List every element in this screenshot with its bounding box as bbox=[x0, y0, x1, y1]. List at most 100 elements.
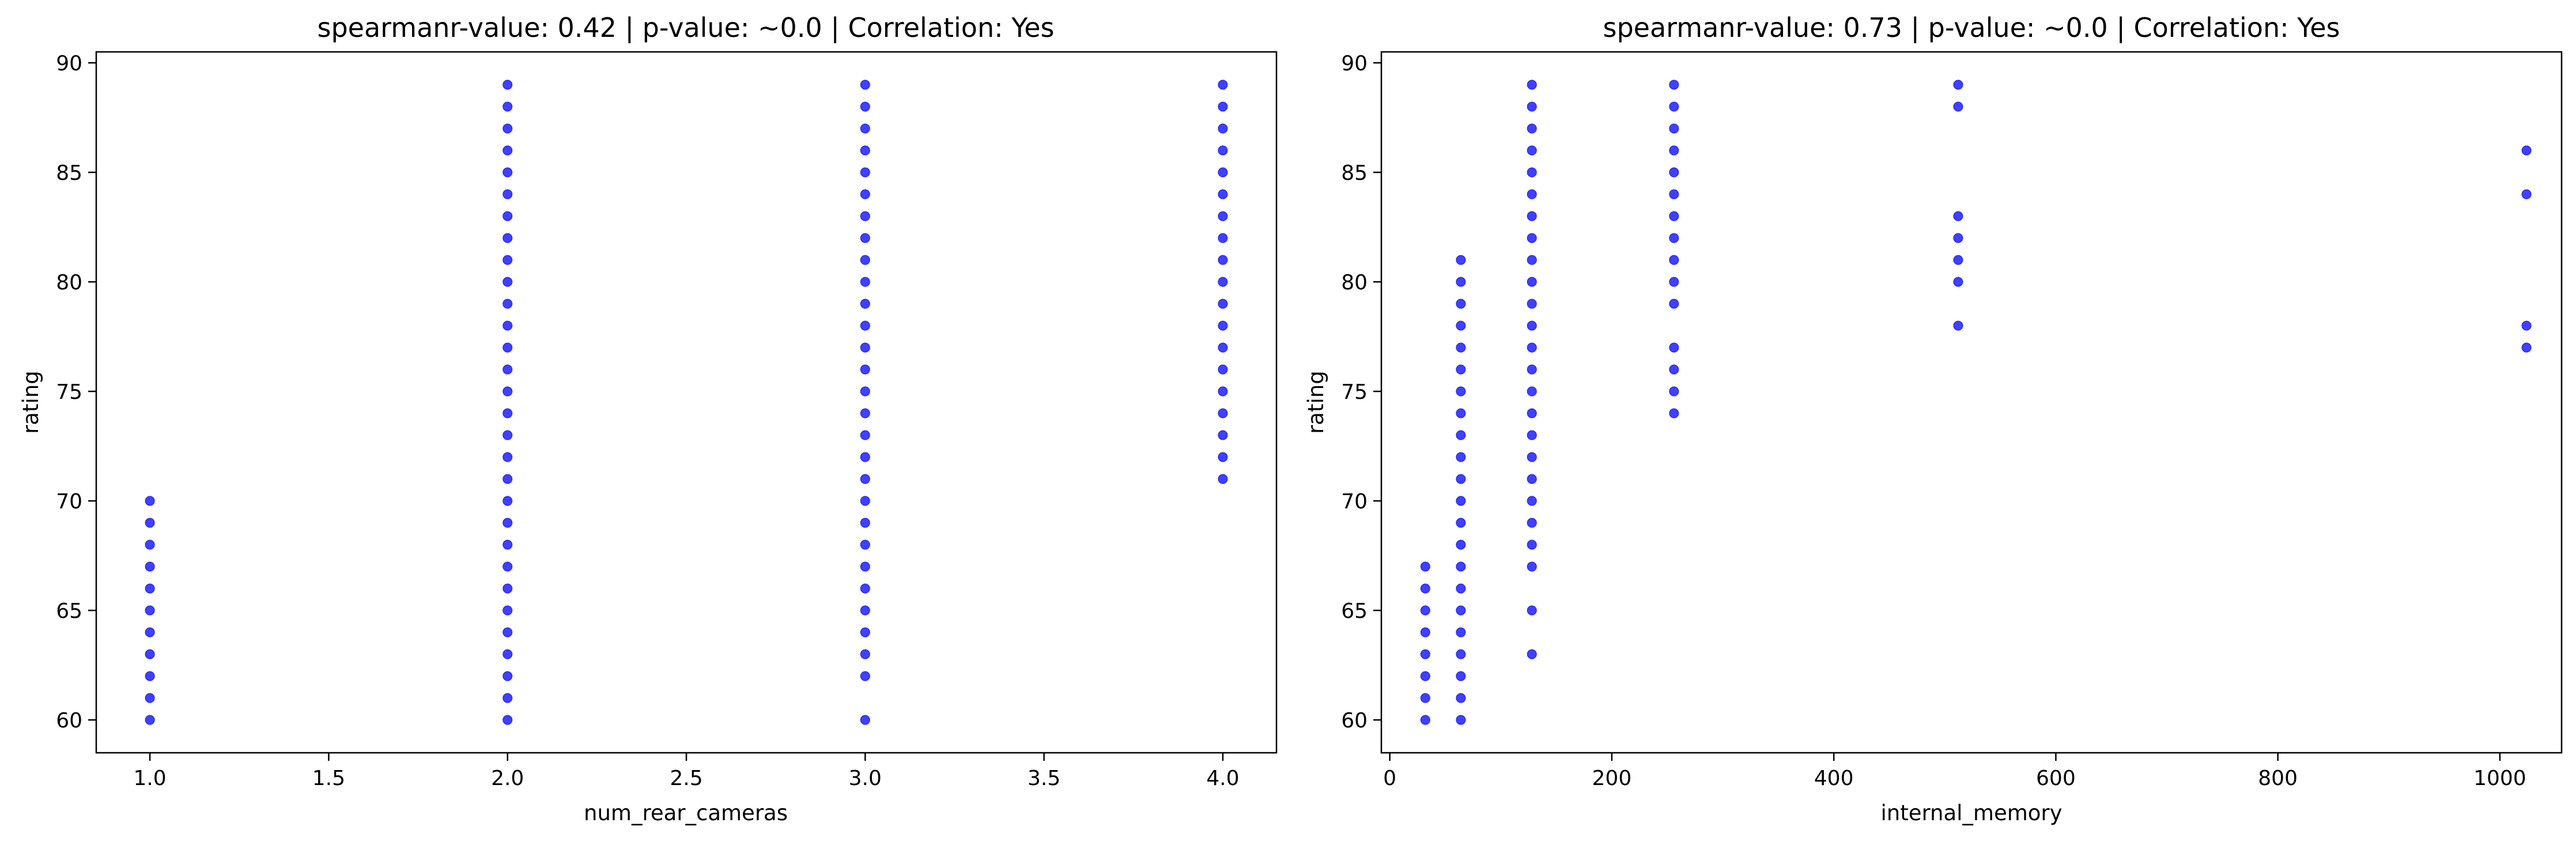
scatter-point-1-25 bbox=[503, 167, 513, 178]
scatter-point-2-6 bbox=[1527, 474, 1537, 484]
right-chart-title: spearmanr-value: 0.73 | p-value: ~0.0 | … bbox=[1603, 12, 2340, 44]
scatter-point-2-7 bbox=[860, 540, 870, 550]
scatter-point-3-12 bbox=[1218, 211, 1228, 221]
scatter-point-1-21 bbox=[503, 255, 513, 265]
left-plot-marks bbox=[145, 80, 1228, 725]
x-tick-label-4: 3.0 bbox=[849, 767, 882, 790]
right-plot-frame bbox=[1380, 51, 2563, 754]
scatter-point-3-8 bbox=[1218, 299, 1228, 309]
scatter-point-2-19 bbox=[860, 277, 870, 287]
left-y-axis: 60 65 70 75 80 85 90 bbox=[56, 52, 96, 733]
scatter-point-2-14 bbox=[1527, 299, 1537, 309]
scatter-point-1-5 bbox=[1456, 605, 1466, 616]
scatter-point-3-1 bbox=[1218, 452, 1228, 462]
scatter-point-1-18 bbox=[1456, 320, 1466, 331]
scatter-point-0-6 bbox=[1420, 583, 1430, 594]
scatter-point-1-12 bbox=[1456, 452, 1466, 462]
scatter-point-2-12 bbox=[860, 430, 870, 440]
scatter-point-4-2 bbox=[1953, 255, 1963, 265]
scatter-point-3-4 bbox=[1669, 299, 1679, 309]
right-y-axis: 60 65 70 75 80 85 90 bbox=[1341, 52, 1381, 733]
scatter-point-1-3 bbox=[503, 649, 513, 659]
scatter-point-1-13 bbox=[1456, 430, 1466, 440]
scatter-point-2-10 bbox=[1527, 386, 1537, 397]
scatter-point-1-28 bbox=[503, 101, 513, 112]
scatter-point-2-7 bbox=[1527, 452, 1537, 462]
scatter-point-3-14 bbox=[1669, 80, 1679, 90]
scatter-point-2-3 bbox=[860, 627, 870, 637]
scatter-point-1-16 bbox=[1456, 364, 1466, 375]
scatter-point-3-11 bbox=[1218, 233, 1228, 243]
scatter-point-2-25 bbox=[860, 145, 870, 156]
scatter-point-1-7 bbox=[1456, 561, 1466, 572]
y-tick-label-6: 90 bbox=[56, 52, 82, 76]
left-x-axis: 1.0 1.5 2.0 2.5 3.0 3.5 4.0 bbox=[133, 753, 1240, 790]
scatter-point-2-23 bbox=[1527, 101, 1537, 112]
scatter-point-3-17 bbox=[1218, 101, 1228, 112]
scatter-point-5-1 bbox=[2521, 320, 2532, 331]
scatter-point-3-2 bbox=[1669, 364, 1679, 375]
scatter-point-1-11 bbox=[503, 474, 513, 484]
y-tick-label-2: 70 bbox=[56, 490, 82, 514]
x-tick-label-2: 400 bbox=[1814, 767, 1854, 790]
scatter-point-4-5 bbox=[1953, 101, 1963, 112]
scatter-point-1-23 bbox=[503, 211, 513, 221]
y-tick-label-5: 85 bbox=[1341, 161, 1368, 185]
scatter-point-3-3 bbox=[1669, 342, 1679, 353]
scatter-point-0-0 bbox=[1420, 715, 1430, 725]
scatter-point-3-7 bbox=[1218, 320, 1228, 331]
scatter-point-3-9 bbox=[1669, 189, 1679, 199]
right-y-axis-label: rating bbox=[1304, 371, 1328, 434]
scatter-point-1-15 bbox=[1456, 386, 1466, 397]
x-tick-label-2: 2.0 bbox=[491, 767, 524, 790]
scatter-point-1-17 bbox=[1456, 342, 1466, 353]
scatter-point-1-19 bbox=[1456, 299, 1466, 309]
scatter-point-0-1 bbox=[1420, 693, 1430, 703]
scatter-point-3-0 bbox=[1669, 408, 1679, 418]
scatter-point-1-22 bbox=[503, 233, 513, 243]
scatter-point-1-7 bbox=[503, 561, 513, 572]
scatter-point-3-5 bbox=[1218, 364, 1228, 375]
scatter-point-3-16 bbox=[1218, 123, 1228, 134]
y-tick-label-0: 60 bbox=[56, 709, 82, 733]
scatter-point-0-7 bbox=[1420, 561, 1430, 572]
scatter-point-4-4 bbox=[1953, 211, 1963, 221]
scatter-point-1-10 bbox=[1456, 496, 1466, 506]
scatter-point-0-5 bbox=[145, 605, 155, 616]
scatter-point-2-8 bbox=[860, 518, 870, 528]
scatter-point-2-12 bbox=[1527, 342, 1537, 353]
scatter-point-0-2 bbox=[1420, 671, 1430, 681]
scatter-point-3-2 bbox=[1218, 430, 1228, 440]
scatter-point-4-0 bbox=[1953, 320, 1963, 331]
x-tick-label-0: 1.0 bbox=[133, 767, 166, 790]
scatter-point-2-8 bbox=[1527, 430, 1537, 440]
scatter-point-3-13 bbox=[1669, 101, 1679, 112]
x-tick-label-0: 0 bbox=[1383, 767, 1396, 790]
scatter-point-3-6 bbox=[1218, 342, 1228, 353]
scatter-point-1-16 bbox=[503, 364, 513, 375]
scatter-point-1-21 bbox=[1456, 255, 1466, 265]
left-chart-title: spearmanr-value: 0.42 | p-value: ~0.0 | … bbox=[318, 12, 1055, 44]
scatter-point-0-8 bbox=[145, 540, 155, 550]
scatter-point-2-15 bbox=[1527, 277, 1537, 287]
scatter-point-2-11 bbox=[860, 452, 870, 462]
scatter-point-2-5 bbox=[1527, 496, 1537, 506]
scatter-point-2-4 bbox=[860, 605, 870, 616]
scatter-point-1-26 bbox=[503, 145, 513, 156]
scatter-point-0-4 bbox=[145, 627, 155, 637]
left-scatter-plot: spearmanr-value: 0.42 | p-value: ~0.0 | … bbox=[18, 12, 1278, 825]
scatter-point-2-0 bbox=[1527, 649, 1537, 659]
scatter-point-1-12 bbox=[503, 452, 513, 462]
y-tick-label-2: 70 bbox=[1341, 490, 1368, 514]
scatter-point-2-24 bbox=[860, 167, 870, 178]
scatter-point-3-11 bbox=[1669, 145, 1679, 156]
scatter-point-0-9 bbox=[145, 518, 155, 528]
scatter-point-2-23 bbox=[860, 189, 870, 199]
right-x-axis: 0 200 400 600 800 1000 bbox=[1383, 753, 2526, 790]
scatter-point-0-3 bbox=[145, 649, 155, 659]
x-tick-label-1: 1.5 bbox=[312, 767, 345, 790]
scatter-point-1-4 bbox=[503, 627, 513, 637]
scatter-point-2-10 bbox=[860, 474, 870, 484]
scatter-point-1-1 bbox=[1456, 693, 1466, 703]
